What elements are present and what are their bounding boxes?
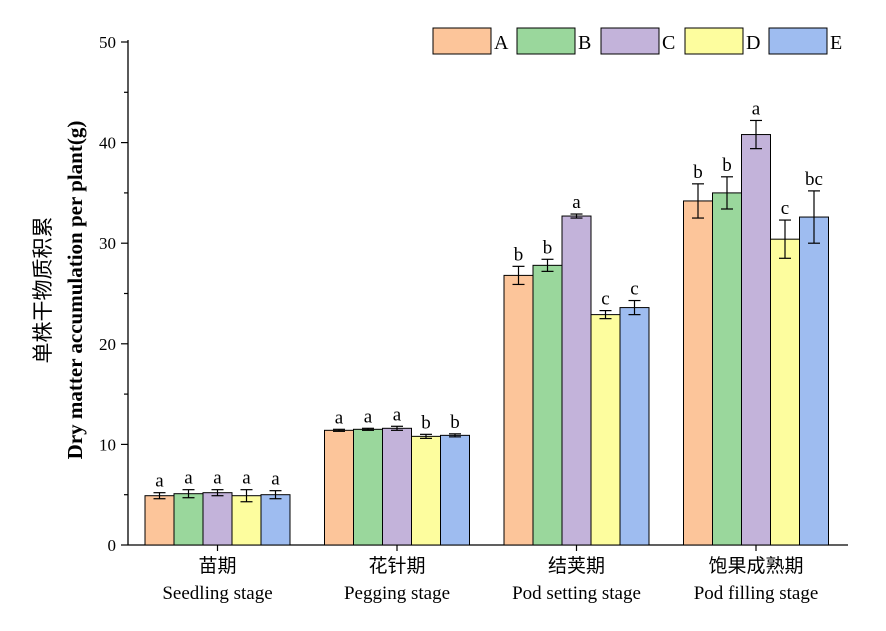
bar [231,495,262,546]
category-label-chinese: 结荚期 [548,555,605,577]
legend-item: A [432,27,509,55]
legend-swatch [516,27,576,55]
legend: A B C D E [432,27,842,55]
y-tick-label: 50 [99,33,116,52]
bar [144,495,175,546]
bar [532,264,563,546]
category-label-english: Seedling stage [162,583,272,604]
y-tick-label: 40 [99,134,116,153]
bar [260,494,291,546]
y-tick-label: 0 [108,536,117,555]
significance-label: c [781,198,789,219]
significance-label: c [601,289,609,310]
category-label-english: Pod filling stage [694,583,819,604]
significance-label: b [722,155,732,176]
bar [741,134,771,546]
legend-label: C [662,32,675,54]
bar [353,428,383,546]
y-axis-label: 单株干物质积累 Dry matter accumulation per plan… [31,121,87,460]
bar [503,274,534,546]
significance-label: b [450,412,460,433]
bar [173,493,204,546]
legend-item: B [516,27,591,55]
category-label-english: Pod setting stage [512,583,641,604]
bar [382,427,412,546]
bar [202,492,233,546]
significance-label: a [393,404,402,425]
bar [619,307,650,546]
category-label-english: Pegging stage [344,583,450,604]
significance-label: a [335,407,344,428]
legend-label: D [746,32,760,54]
significance-label: b [421,412,431,433]
significance-label: a [271,469,280,490]
bar-group: b b a c c [503,192,650,546]
legend-item: D [684,27,760,55]
category-label-chinese: 苗期 [198,555,236,577]
significance-label: a [242,468,251,489]
legend-item: C [600,27,675,55]
x-axis-category-labels: 苗期 Seedling stage 花针期 Pegging stage 结荚期 Pod s… [162,555,818,604]
bar [561,215,592,546]
y-axis-label-english: Dry matter accumulation per plant(g) [63,121,87,460]
legend-item: E [768,27,842,55]
significance-label: c [630,279,638,300]
significance-label: bc [805,169,823,190]
significance-label: a [752,98,761,119]
bar [712,192,742,546]
significance-label: a [184,468,193,489]
legend-label: E [830,32,842,54]
bar-group: b b a cbc [683,98,829,546]
y-tick-label: 20 [99,335,116,354]
bar [440,434,470,546]
significance-label: b [693,162,703,183]
legend-swatch [768,27,828,55]
significance-label: a [572,192,581,213]
bar [411,435,441,546]
significance-label: b [543,237,553,258]
legend-swatch [600,27,660,55]
bar [683,200,713,546]
y-axis-label-chinese: 单株干物质积累 [31,217,55,364]
category-label-chinese: 饱果成熟期 [708,555,803,577]
bar [770,238,800,546]
significance-label: a [213,468,222,489]
bar [324,429,354,546]
legend-label: A [494,32,509,54]
y-tick-label: 30 [99,234,116,253]
y-tick-label: 10 [99,435,116,454]
legend-swatch [432,27,492,55]
significance-label: a [364,406,373,427]
significance-label: b [514,244,524,265]
significance-label: a [155,471,164,492]
legend-swatch [684,27,744,55]
category-label-chinese: 花针期 [368,555,425,577]
bar [590,314,621,546]
bar [799,216,829,546]
legend-label: B [578,32,591,54]
